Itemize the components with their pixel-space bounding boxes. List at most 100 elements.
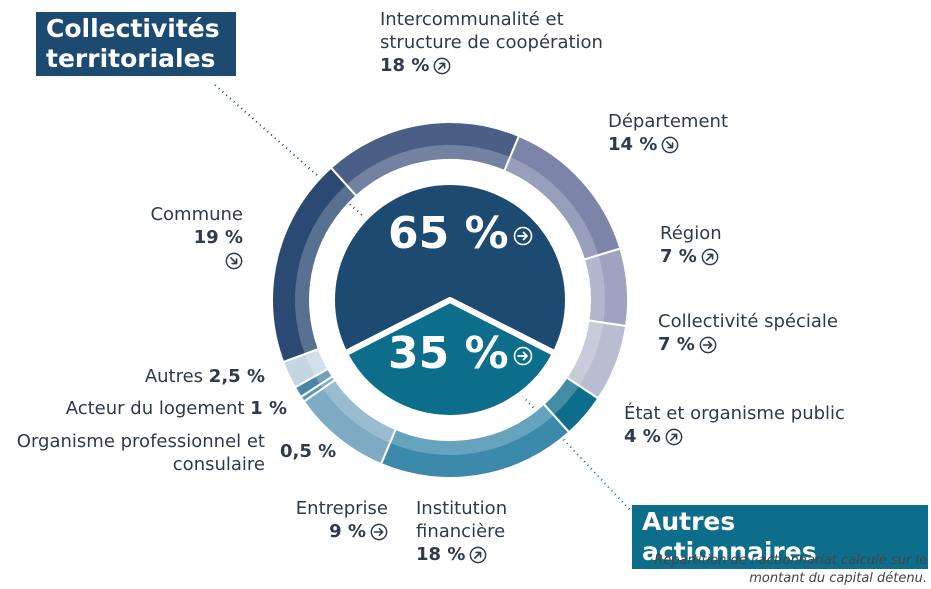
trend-arrow	[230, 257, 238, 265]
trend-circle	[433, 57, 451, 75]
trend-circle	[661, 136, 679, 154]
trend-icon	[699, 336, 717, 354]
value-line: 7 %	[660, 245, 780, 268]
category-label: Acteur du logement 1 %	[20, 397, 287, 420]
ring-inner-band	[390, 405, 554, 455]
value-label: 9 %	[329, 521, 366, 542]
category-name: Collectivité spéciale	[658, 311, 838, 332]
value-label: 7 %	[660, 246, 697, 267]
ring-inner-band	[320, 377, 334, 388]
category-name: État et organisme public	[624, 403, 845, 424]
category-label: Institution financière 18 %	[416, 497, 536, 566]
note: Répartition de l’actionnariat calculé su…	[654, 553, 927, 586]
group-value: 65 %	[388, 208, 533, 259]
category-label: Entreprise 9 %	[268, 497, 388, 543]
value-label: 1 %	[250, 398, 287, 419]
category-label: Département 14 %	[608, 110, 808, 156]
category-name: Autres	[144, 366, 204, 387]
value-line: 18 %	[416, 543, 536, 566]
category-label: Organisme professionnel et consulaire	[0, 430, 265, 476]
trend-circle	[665, 428, 683, 446]
group-title: Collectivités territoriales	[36, 12, 236, 76]
trend-arrow	[474, 551, 482, 559]
trend-circle	[469, 546, 487, 564]
category-label: Collectivité spéciale 7 %	[658, 310, 898, 356]
trend-arrow-path	[666, 141, 674, 149]
trend-arrow	[702, 341, 713, 349]
trend-icon	[513, 346, 532, 366]
trend-icon	[433, 57, 451, 75]
category-name: Entreprise	[295, 498, 388, 519]
trend-circle	[513, 346, 532, 366]
trend-icon	[225, 252, 243, 270]
trend-circle	[701, 248, 719, 266]
value-line: 19 %	[120, 226, 243, 249]
group-value: 35 %	[388, 328, 533, 379]
ring-inner-band	[295, 185, 356, 354]
value-box: 0,5 %	[280, 440, 336, 463]
category-name: Acteur du logement	[65, 398, 245, 419]
group-title: Autres actionnaires	[632, 505, 928, 569]
category-label: Commune 19 %	[120, 203, 243, 272]
trend-arrow	[666, 141, 674, 149]
category-label: Autres 2,5 %	[20, 365, 265, 388]
category-name: Département	[608, 111, 728, 132]
value-label: 4 %	[624, 426, 661, 447]
value-label: 7 %	[658, 334, 695, 355]
ring-inner-band	[505, 157, 599, 259]
value-label: 19 %	[193, 227, 243, 248]
value-line: 14 %	[608, 133, 808, 156]
trend-circle	[513, 226, 532, 246]
value-label: 18 %	[416, 544, 466, 565]
category-name: Organisme professionnel et consulaire	[16, 431, 265, 475]
trend-icon	[370, 523, 388, 541]
ring-inner-band	[346, 145, 510, 195]
value-line: 7 %	[658, 333, 898, 356]
value-label: 0,5 %	[280, 441, 337, 462]
trend-arrow-path	[373, 528, 384, 536]
trend-circle	[225, 252, 243, 270]
trend-icon	[469, 546, 487, 564]
value-line: 9 %	[268, 520, 388, 543]
trend-arrow	[669, 433, 678, 441]
category-name: Région	[660, 223, 722, 244]
trend-arrow-path	[705, 253, 714, 261]
trend-arrow	[516, 231, 528, 241]
trend-arrow	[516, 351, 528, 361]
trend-icon	[661, 136, 679, 154]
group-value-text: 65 %	[388, 208, 509, 259]
value-line: 4 %	[624, 425, 904, 448]
ring-segment	[271, 166, 358, 364]
ring-inner-band	[315, 369, 332, 384]
value-label: 14 %	[608, 134, 658, 155]
trend-arrow-path	[438, 62, 446, 70]
trend-circle	[699, 336, 717, 354]
trend-arrow	[373, 528, 384, 536]
trend-arrow-path	[230, 257, 238, 265]
ring-inner-band	[323, 381, 395, 443]
trend-arrow-path	[474, 551, 482, 559]
category-label: Intercommunalité et structure de coopéra…	[380, 8, 650, 77]
category-name: Intercommunalité et structure de coopéra…	[380, 9, 603, 53]
ring-inner-band	[585, 255, 605, 322]
ring-inner-band	[544, 378, 579, 415]
pie-slice	[341, 297, 559, 421]
trend-arrow-path	[669, 433, 678, 441]
category-name: Institution financière	[416, 498, 508, 542]
leader-line	[511, 384, 633, 513]
value-label: 2,5 %	[208, 366, 265, 387]
trend-icon	[513, 226, 532, 246]
trend-arrow-path	[702, 341, 713, 349]
category-name: Commune	[150, 204, 243, 225]
value-line: 18 %	[380, 54, 650, 77]
trend-icon	[665, 428, 683, 446]
trend-arrow-path	[516, 231, 528, 241]
trend-icon	[701, 248, 719, 266]
trend-arrow-path	[516, 351, 528, 361]
category-label: État et organisme public 4 %	[624, 402, 904, 448]
icon-line	[120, 249, 243, 272]
ring-inner-band	[305, 349, 327, 376]
trend-arrow	[438, 62, 446, 70]
